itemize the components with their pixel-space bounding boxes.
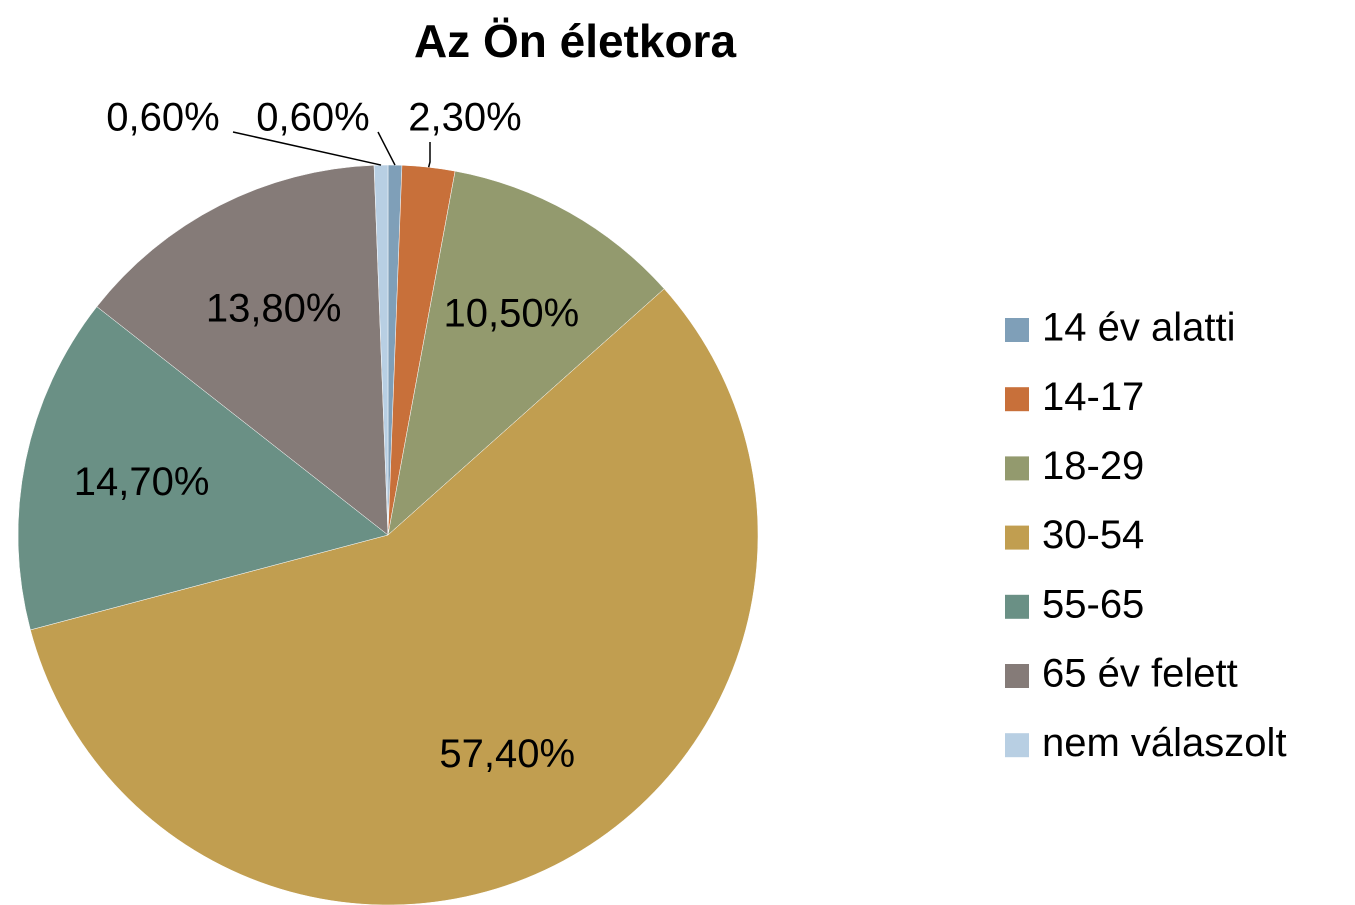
data-label: 0,60%: [256, 96, 369, 140]
leader-line: [232, 131, 382, 166]
pie-slice: [30, 288, 759, 905]
pie-slice: [17, 306, 389, 631]
legend-swatch: [1005, 525, 1029, 550]
legend-label: 55-65: [1042, 582, 1144, 626]
legend-swatch: [1005, 456, 1029, 481]
pie-slice: [96, 165, 389, 536]
data-label: 57,40%: [439, 732, 575, 776]
data-label: 2,30%: [408, 96, 521, 140]
pie-slice: [387, 170, 665, 536]
leader-line: [377, 131, 396, 166]
legend-label: 14-17: [1042, 375, 1144, 419]
legend-swatch: [1005, 733, 1029, 758]
data-label: 13,80%: [206, 286, 342, 330]
data-label: 0,60%: [106, 96, 219, 140]
data-label: 14,70%: [74, 460, 210, 504]
pie-slice: [373, 164, 389, 536]
legend-swatch: [1005, 387, 1029, 412]
chart-title: Az Ön életkora: [414, 15, 737, 67]
data-label: 10,50%: [444, 291, 580, 335]
legend-swatch: [1005, 594, 1029, 619]
legend-swatch: [1005, 664, 1029, 688]
legend-label: 65 év felett: [1042, 652, 1238, 696]
legend-label: 14 év alatti: [1042, 306, 1235, 350]
leader-line: [427, 142, 431, 168]
legend-swatch: [1005, 318, 1029, 342]
legend-label: 30-54: [1042, 513, 1144, 557]
legend-label: nem válaszolt: [1042, 721, 1287, 765]
legend-label: 18-29: [1042, 444, 1144, 488]
